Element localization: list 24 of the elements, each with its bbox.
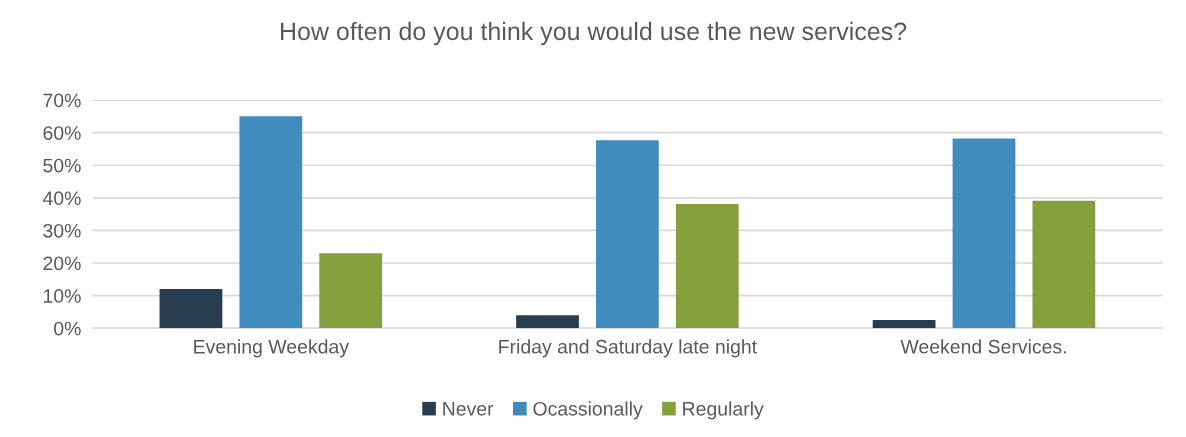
x-tick-label: Weekend Services.: [900, 339, 1066, 354]
y-tick-label: 60%: [43, 126, 81, 140]
y-tick-label: 0%: [54, 321, 81, 336]
chart-title: How often do you think you would use the new services?: [281, 21, 907, 46]
bar: [675, 204, 739, 329]
y-tick-label: 70%: [43, 93, 81, 108]
bar: [596, 140, 659, 329]
bar: [952, 138, 1016, 329]
y-tick-label: 20%: [43, 256, 81, 271]
bar: [516, 315, 579, 329]
y-tick-label: 10%: [43, 289, 81, 303]
bar: [872, 320, 936, 329]
y-tick-label: 30%: [43, 223, 81, 238]
x-tick-label: Evening Weekday: [194, 339, 349, 358]
legend-label: Regularly: [683, 401, 764, 420]
y-tick-label: 40%: [42, 191, 81, 206]
bar: [239, 116, 303, 329]
y-tick-label: 50%: [43, 158, 81, 173]
bar: [1032, 200, 1096, 329]
legend-label: Never: [443, 402, 494, 416]
x-tick-label: Friday and Saturday late night: [499, 339, 757, 358]
legend-label: Ocassionally: [533, 401, 643, 420]
bar: [319, 253, 383, 329]
bar: [159, 289, 223, 329]
